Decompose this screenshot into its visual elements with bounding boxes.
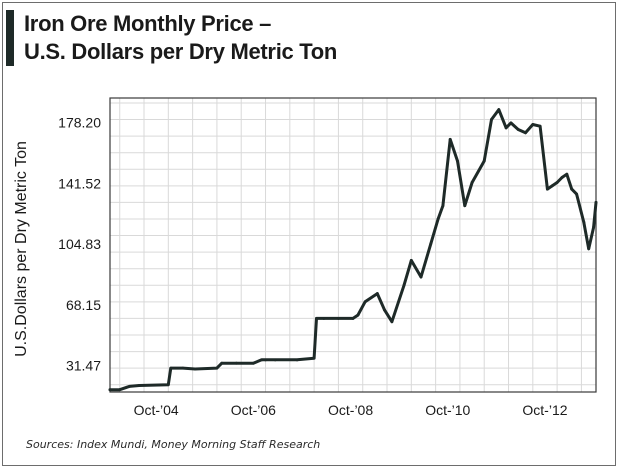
price-point [436, 217, 440, 221]
price-point [497, 108, 501, 112]
y-tick-label: 178.20 [58, 115, 101, 131]
grid [110, 98, 596, 392]
price-point [587, 247, 591, 251]
x-tick-label: Oct-’10 [425, 402, 470, 418]
price-point [322, 317, 326, 320]
price-point [575, 192, 578, 196]
x-tick-label: Oct-’06 [231, 402, 276, 418]
price-point [531, 123, 535, 126]
price-point [550, 184, 554, 188]
price-point [215, 366, 219, 370]
price-point [108, 388, 112, 392]
price-point [375, 292, 379, 295]
price-point [592, 225, 595, 229]
price-point [312, 356, 316, 360]
price-point [429, 242, 433, 246]
plot-area-border [109, 97, 597, 393]
price-point [582, 220, 586, 224]
price-point [555, 181, 559, 184]
price-point [570, 187, 574, 191]
price-point [419, 275, 423, 279]
y-tick-label: 104.83 [58, 236, 101, 252]
price-point [565, 172, 569, 176]
price-point [509, 121, 513, 125]
price-point [166, 383, 170, 387]
price-point [504, 126, 508, 130]
y-tick-label: 141.52 [58, 175, 101, 191]
x-tick-label: Oct-’08 [328, 402, 373, 418]
price-point [524, 131, 527, 135]
price-point [356, 313, 360, 317]
x-tick-label: Oct-’12 [522, 402, 567, 418]
chart-title-line-2: U.S. Dollars per Dry Metric Ton [24, 39, 338, 64]
price-point [234, 361, 238, 365]
price-point [251, 361, 255, 365]
price-point [315, 317, 318, 320]
price-point [220, 361, 224, 365]
price-point [594, 201, 598, 204]
price-point [273, 358, 277, 362]
price-point [260, 358, 264, 362]
price-points [108, 108, 598, 392]
y-tick-label: 68.15 [66, 297, 101, 313]
price-point [470, 181, 474, 184]
x-tick-label: Oct-’04 [134, 402, 179, 418]
price-point [118, 388, 122, 392]
price-series-line [108, 108, 598, 392]
price-point [482, 159, 486, 163]
price-point [390, 320, 394, 324]
price-point [402, 283, 406, 287]
x-axis-ticks: Oct-’04 Oct-’06 Oct-’08 Oct-’10 Oct-’12 [134, 402, 568, 418]
price-point [351, 317, 355, 320]
price-point [456, 159, 459, 163]
price-point [448, 138, 452, 141]
price-point [546, 187, 549, 191]
y-axis-label: U.S.Dollars per Dry Metric Ton [13, 141, 30, 357]
price-point [128, 384, 131, 388]
price-point [137, 384, 141, 387]
price-point [409, 259, 413, 262]
y-axis-ticks: 31.47 68.15 104.83 141.52 178.20 [58, 115, 101, 374]
chart-title: Iron Ore Monthly Price – U.S. Dollars pe… [24, 10, 337, 66]
chart-panel [2, 2, 616, 466]
price-point [383, 308, 386, 312]
price-point [560, 176, 564, 179]
y-tick-label: 31.47 [66, 358, 101, 374]
price-point [363, 300, 367, 304]
price-point [169, 366, 173, 370]
price-point [295, 358, 299, 362]
title-accent-bar [6, 10, 14, 66]
price-point [193, 367, 197, 371]
price-point [516, 128, 520, 131]
chart-title-line-1: Iron Ore Monthly Price – [24, 11, 272, 36]
price-point [463, 204, 467, 208]
source-note: Sources: Index Mundi, Money Morning Staf… [26, 438, 321, 451]
price-point [490, 118, 493, 121]
price-point [337, 317, 340, 320]
price-point [264, 358, 267, 362]
price-point [538, 124, 542, 128]
price-point [181, 366, 185, 370]
price-point [441, 204, 445, 208]
